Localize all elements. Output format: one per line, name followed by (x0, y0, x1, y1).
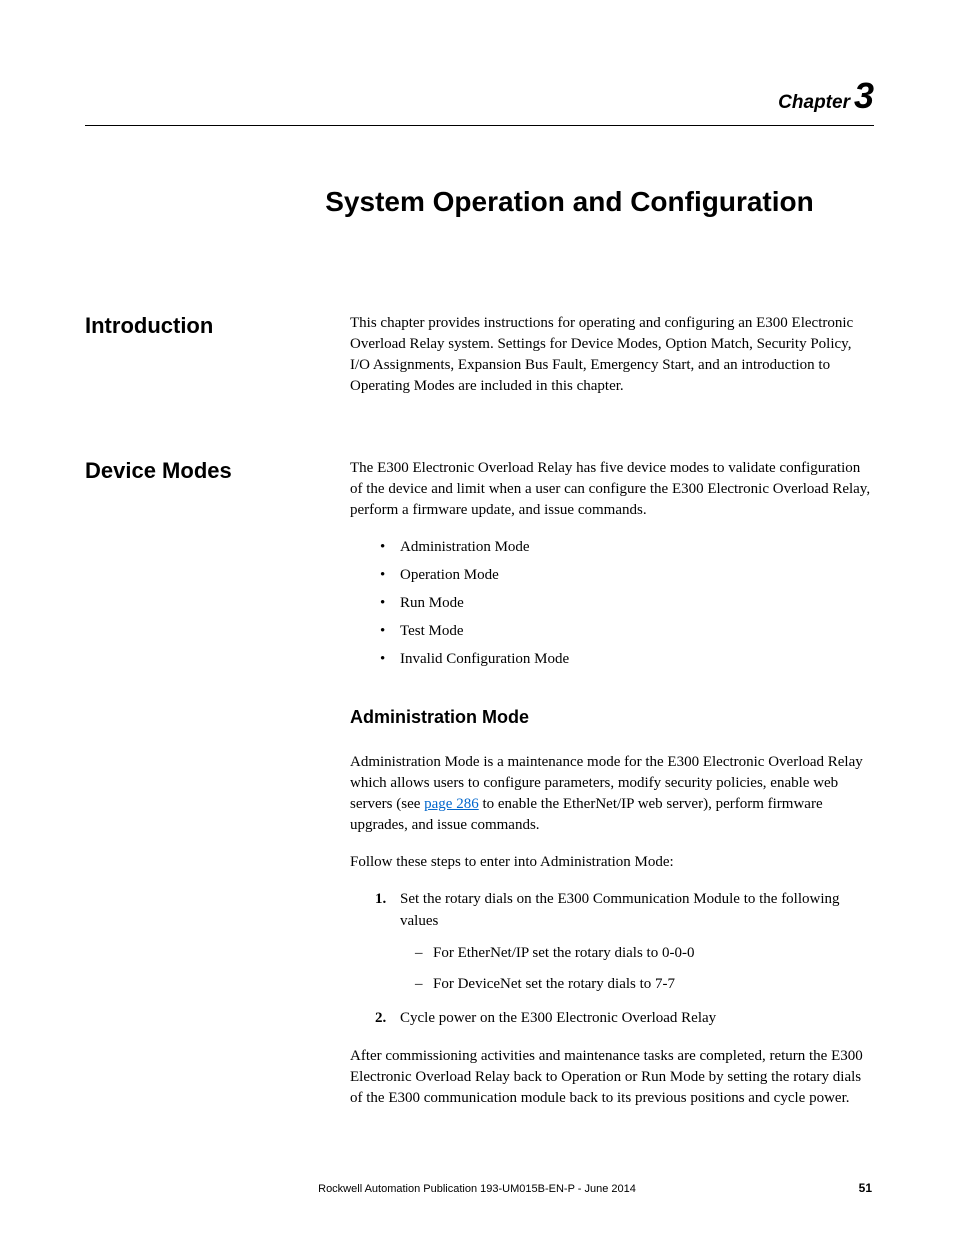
step-number: 2. (375, 1008, 386, 1030)
device-modes-intro: The E300 Electronic Overload Relay has f… (350, 458, 874, 521)
list-item: Run Mode (380, 593, 874, 614)
footer-page-number: 51 (859, 1181, 872, 1195)
chapter-header: Chapter3 (85, 75, 874, 117)
admin-mode-para1: Administration Mode is a maintenance mod… (350, 752, 874, 836)
introduction-body: This chapter provides instructions for o… (350, 313, 874, 397)
list-item: 1. Set the rotary dials on the E300 Comm… (375, 889, 874, 996)
page-title: System Operation and Configuration (265, 186, 874, 218)
list-item: Test Mode (380, 621, 874, 642)
list-item: For DeviceNet set the rotary dials to 7-… (415, 974, 874, 996)
list-item: Administration Mode (380, 537, 874, 558)
list-item: 2. Cycle power on the E300 Electronic Ov… (375, 1008, 874, 1030)
section-introduction: Introduction This chapter provides instr… (85, 313, 874, 413)
list-item: Invalid Configuration Mode (380, 649, 874, 670)
page-link[interactable]: page 286 (424, 796, 479, 812)
header-rule (85, 125, 874, 126)
step-number: 1. (375, 889, 386, 911)
section-content-device-modes: The E300 Electronic Overload Relay has f… (350, 458, 874, 1125)
list-item: Operation Mode (380, 565, 874, 586)
footer-publication: Rockwell Automation Publication 193-UM01… (0, 1183, 954, 1195)
admin-mode-heading: Administration Mode (350, 705, 874, 730)
section-device-modes: Device Modes The E300 Electronic Overloa… (85, 458, 874, 1125)
section-heading-introduction: Introduction (85, 313, 350, 413)
section-content-introduction: This chapter provides instructions for o… (350, 313, 874, 413)
step-text: Cycle power on the E300 Electronic Overl… (400, 1010, 716, 1026)
chapter-label: Chapter (778, 92, 850, 113)
admin-mode-para3: After commissioning activities and maint… (350, 1046, 874, 1109)
list-item: For EtherNet/IP set the rotary dials to … (415, 943, 874, 965)
step-text: Set the rotary dials on the E300 Communi… (400, 891, 840, 929)
admin-mode-para2: Follow these steps to enter into Adminis… (350, 852, 874, 873)
section-heading-device-modes: Device Modes (85, 458, 350, 1125)
admin-steps-list: 1. Set the rotary dials on the E300 Comm… (375, 889, 874, 1030)
device-modes-list: Administration Mode Operation Mode Run M… (380, 537, 874, 670)
chapter-number: 3 (854, 75, 874, 116)
sub-list: For EtherNet/IP set the rotary dials to … (415, 943, 874, 997)
